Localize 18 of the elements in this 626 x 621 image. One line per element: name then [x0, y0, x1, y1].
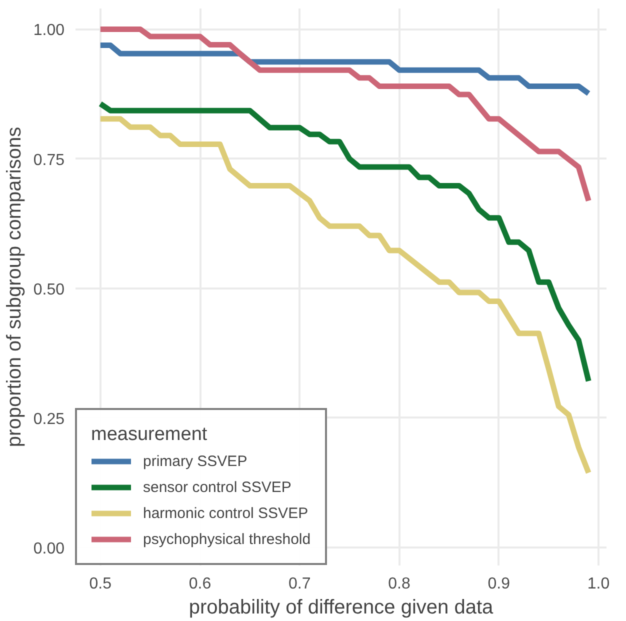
x-tick-label: 0.7 [288, 576, 311, 592]
y-axis-title: proportion of subgroup comparisons [3, 126, 26, 448]
y-tick-label: 1.00 [33, 22, 65, 40]
y-tick-label: 0.00 [33, 540, 65, 558]
x-tick-label: 0.9 [488, 576, 510, 592]
x-axis-title: probability of difference given data [188, 596, 494, 618]
legend-title: measurement [91, 424, 208, 446]
legend-label: psychophysical threshold [143, 530, 311, 548]
x-tick-label: 0.5 [89, 576, 112, 592]
x-tick-label: 0.6 [188, 576, 212, 592]
y-tick-label: 0.50 [33, 281, 65, 298]
y-tick-label: 0.75 [33, 152, 65, 169]
legend-label: harmonic control SSVEP [143, 504, 308, 522]
legend-label: sensor control SSVEP [143, 478, 292, 496]
legend-label: primary SSVEP [143, 452, 248, 470]
x-tick-label: 1.0 [587, 576, 610, 592]
y-tick-label: 0.25 [33, 410, 65, 428]
x-tick-label: 0.8 [388, 576, 411, 592]
